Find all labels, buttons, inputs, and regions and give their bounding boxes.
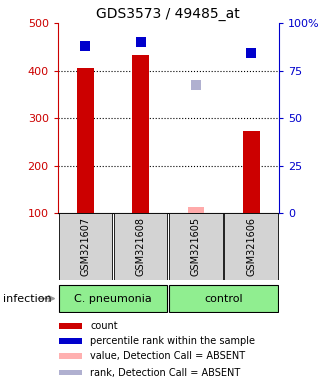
Bar — [59, 285, 167, 313]
Bar — [77, 68, 94, 213]
Bar — [59, 213, 112, 280]
Bar — [169, 285, 278, 313]
Bar — [132, 55, 149, 213]
Text: GSM321606: GSM321606 — [246, 217, 256, 276]
Bar — [114, 213, 167, 280]
Bar — [59, 323, 82, 329]
Bar — [59, 338, 82, 344]
Text: value, Detection Call = ABSENT: value, Detection Call = ABSENT — [90, 351, 246, 361]
Bar — [59, 370, 82, 376]
Text: GSM321605: GSM321605 — [191, 217, 201, 276]
Text: control: control — [204, 293, 243, 304]
Text: percentile rank within the sample: percentile rank within the sample — [90, 336, 255, 346]
Bar — [169, 213, 223, 280]
Title: GDS3573 / 49485_at: GDS3573 / 49485_at — [96, 7, 240, 21]
Bar — [243, 131, 259, 213]
Bar — [188, 207, 204, 213]
Bar — [59, 353, 82, 359]
Text: rank, Detection Call = ABSENT: rank, Detection Call = ABSENT — [90, 367, 241, 377]
Text: C. pneumonia: C. pneumonia — [74, 293, 152, 304]
Text: count: count — [90, 321, 118, 331]
Text: infection: infection — [3, 293, 52, 304]
Text: GSM321607: GSM321607 — [81, 217, 90, 276]
Bar — [224, 213, 278, 280]
Text: GSM321608: GSM321608 — [136, 217, 146, 276]
